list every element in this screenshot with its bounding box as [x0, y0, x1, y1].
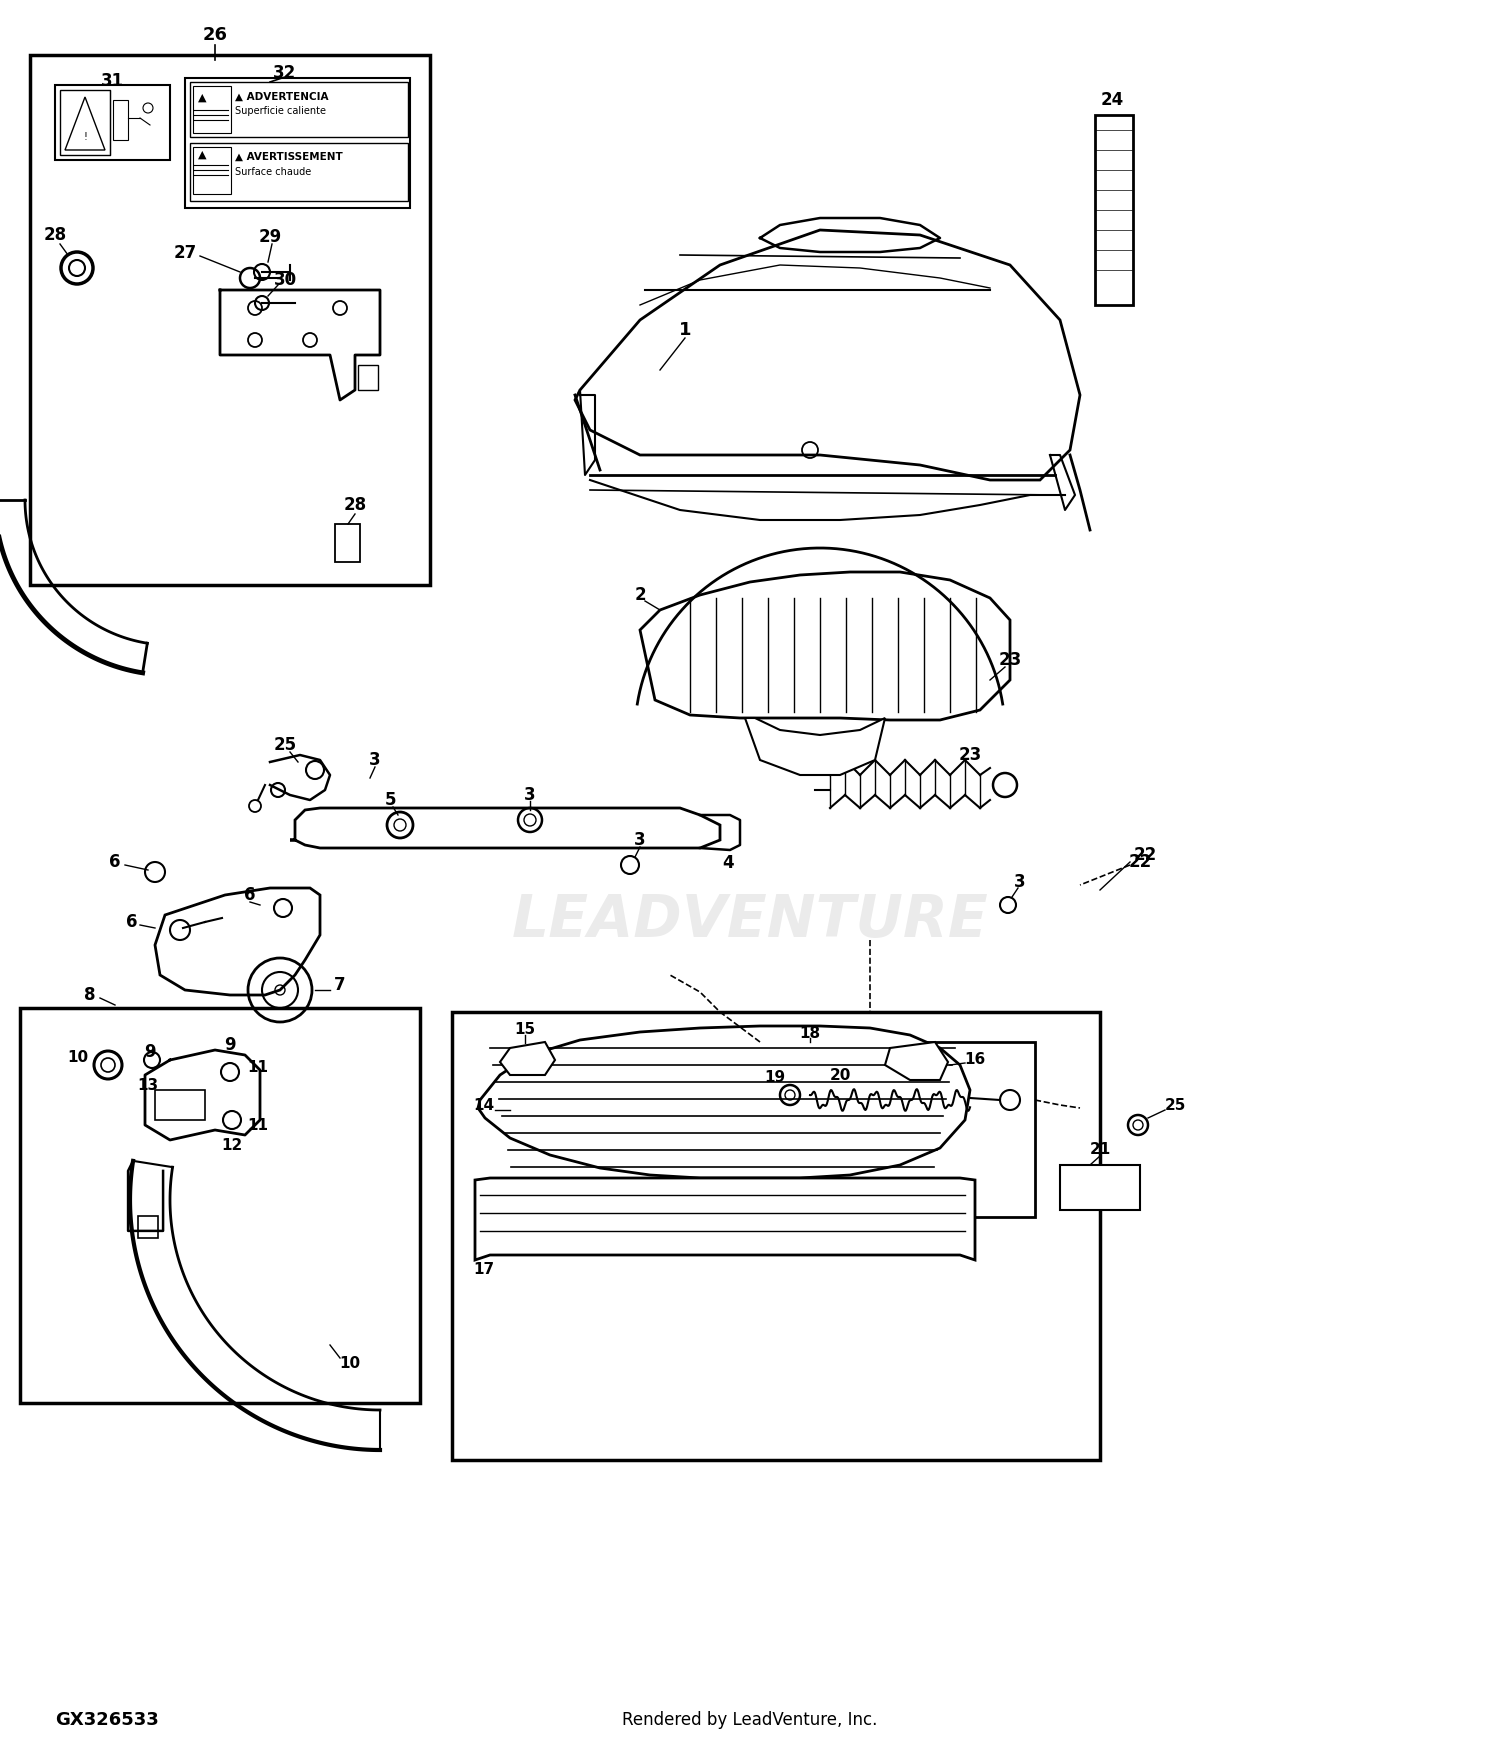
Text: 25: 25: [1164, 1097, 1185, 1113]
Text: 11: 11: [248, 1118, 268, 1132]
Bar: [20, 1008, 420, 1404]
Text: 18: 18: [800, 1026, 820, 1041]
Text: 12: 12: [222, 1138, 243, 1153]
Text: 11: 11: [248, 1060, 268, 1076]
Text: !: !: [82, 131, 87, 142]
Polygon shape: [478, 1026, 970, 1178]
Text: 23: 23: [999, 651, 1022, 668]
Text: 7: 7: [334, 977, 346, 994]
Bar: [194, 86, 231, 133]
Bar: [30, 54, 430, 585]
Text: 2: 2: [634, 586, 646, 604]
Bar: [446, 828, 465, 840]
Text: 1: 1: [678, 320, 692, 340]
Polygon shape: [154, 887, 320, 996]
Text: 3: 3: [524, 786, 536, 803]
Text: 6: 6: [126, 914, 138, 931]
Text: 23: 23: [958, 746, 981, 765]
Bar: [194, 147, 231, 194]
Bar: [190, 144, 408, 201]
Bar: [452, 1011, 1100, 1460]
Bar: [184, 79, 410, 208]
Bar: [1060, 1166, 1140, 1209]
Bar: [60, 89, 110, 156]
Text: ▲ ADVERTENCIA: ▲ ADVERTENCIA: [236, 93, 328, 102]
Text: 9: 9: [224, 1036, 236, 1054]
Text: 3: 3: [1014, 873, 1026, 891]
Bar: [138, 1216, 158, 1237]
Text: 32: 32: [273, 65, 297, 82]
Polygon shape: [476, 1178, 975, 1260]
Text: 24: 24: [1101, 91, 1124, 108]
Text: 19: 19: [765, 1071, 786, 1085]
Text: 8: 8: [84, 985, 96, 1004]
Bar: [754, 1041, 1035, 1216]
Text: Surface chaude: Surface chaude: [236, 166, 312, 177]
Text: 22: 22: [1128, 852, 1152, 872]
Text: 10: 10: [339, 1356, 360, 1370]
Text: 6: 6: [110, 852, 120, 872]
Text: Superficie caliente: Superficie caliente: [236, 107, 326, 116]
Polygon shape: [574, 229, 1080, 480]
Polygon shape: [290, 808, 720, 849]
Bar: [1095, 116, 1132, 304]
Text: 10: 10: [68, 1050, 88, 1066]
Bar: [112, 100, 128, 140]
Text: 9: 9: [144, 1043, 156, 1060]
Text: 27: 27: [174, 243, 196, 262]
Text: GX326533: GX326533: [56, 1712, 159, 1729]
Text: 29: 29: [258, 228, 282, 247]
Text: 28: 28: [344, 495, 366, 514]
Text: 25: 25: [273, 737, 297, 754]
Text: 14: 14: [474, 1097, 495, 1113]
Text: LEADVENTURE: LEADVENTURE: [512, 891, 988, 948]
Polygon shape: [640, 572, 1010, 719]
Bar: [56, 86, 170, 159]
Text: 5: 5: [384, 791, 396, 808]
Text: 22: 22: [1134, 845, 1156, 864]
Text: 6: 6: [244, 886, 255, 905]
Text: 15: 15: [514, 1022, 535, 1038]
Text: 4: 4: [722, 854, 734, 872]
Polygon shape: [500, 1041, 555, 1074]
Bar: [190, 82, 408, 136]
Text: ▲: ▲: [198, 93, 207, 103]
Text: ▲ AVERTISSEMENT: ▲ AVERTISSEMENT: [236, 152, 342, 163]
Text: 21: 21: [1089, 1143, 1110, 1157]
Text: 28: 28: [44, 226, 66, 243]
Text: 30: 30: [273, 271, 297, 289]
Bar: [154, 1090, 206, 1120]
Text: 26: 26: [202, 26, 228, 44]
Polygon shape: [885, 1041, 948, 1080]
Text: 3: 3: [369, 751, 381, 768]
Bar: [358, 366, 378, 390]
Text: Rendered by LeadVenture, Inc.: Rendered by LeadVenture, Inc.: [622, 1712, 878, 1729]
Text: 17: 17: [474, 1262, 495, 1278]
Text: 13: 13: [138, 1078, 159, 1092]
Text: 3: 3: [634, 831, 646, 849]
Bar: [334, 523, 360, 562]
Text: 20: 20: [830, 1068, 850, 1083]
Text: 31: 31: [100, 72, 123, 89]
Text: 16: 16: [964, 1052, 986, 1068]
Text: ▲: ▲: [198, 150, 207, 159]
Polygon shape: [746, 718, 885, 775]
